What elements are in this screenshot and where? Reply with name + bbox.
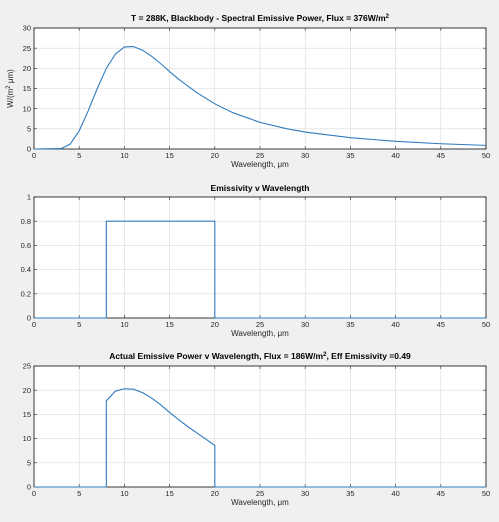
y-tick-label: 5 — [27, 124, 31, 133]
x-tick-label: 20 — [211, 151, 219, 160]
x-tick-label: 5 — [77, 320, 81, 329]
x-tick-label: 20 — [211, 320, 219, 329]
x-tick-label: 50 — [482, 320, 490, 329]
y-tick-label: 0 — [27, 483, 31, 492]
x-tick-label: 30 — [301, 151, 309, 160]
x-tick-label: 40 — [391, 320, 399, 329]
y-tick-label: 25 — [23, 362, 31, 371]
y-tick-label: 25 — [23, 44, 31, 53]
y-tick-label: 30 — [23, 24, 31, 33]
chart-title: T = 288K, Blackbody - Spectral Emissive … — [131, 13, 390, 23]
chart-title: Emissivity v Wavelength — [211, 183, 310, 193]
y-tick-label: 20 — [23, 386, 31, 395]
x-tick-label: 50 — [482, 151, 490, 160]
y-tick-label: 1 — [27, 193, 31, 202]
x-tick-label: 15 — [165, 489, 173, 498]
series-line-1 — [33, 45, 487, 150]
x-axis-label: Wavelength, μm — [231, 160, 289, 169]
y-axis-label-tail: μm) — [6, 69, 15, 85]
y-tick-label: 0.4 — [21, 265, 31, 274]
y-tick-label: 0.2 — [21, 289, 31, 298]
x-tick-label: 40 — [391, 489, 399, 498]
x-tick-label: 45 — [437, 489, 445, 498]
x-tick-label: 25 — [256, 489, 264, 498]
y-tick-label: 5 — [27, 458, 31, 467]
x-tick-label: 25 — [256, 320, 264, 329]
y-axis-label-superscript: 2 — [6, 85, 12, 89]
y-tick-label: 0.6 — [21, 241, 31, 250]
x-tick-label: 5 — [77, 151, 81, 160]
y-tick-label: 0 — [27, 145, 31, 154]
x-tick-label: 35 — [346, 489, 354, 498]
x-tick-label: 50 — [482, 489, 490, 498]
x-tick-label: 10 — [120, 489, 128, 498]
x-axis-label: Wavelength, μm — [231, 329, 289, 338]
x-tick-label: 35 — [346, 320, 354, 329]
x-tick-label: 10 — [120, 151, 128, 160]
chart-title-text: T = 288K, Blackbody - Spectral Emissive … — [131, 13, 386, 23]
x-tick-label: 40 — [391, 151, 399, 160]
series-line-1 — [34, 388, 486, 488]
y-tick-label: 20 — [23, 64, 31, 73]
x-tick-label: 5 — [77, 489, 81, 498]
y-tick-label: 15 — [23, 84, 31, 93]
x-axis-label: Wavelength, μm — [231, 498, 289, 507]
x-tick-label: 45 — [437, 151, 445, 160]
x-tick-label: 10 — [120, 320, 128, 329]
x-tick-label: 15 — [165, 320, 173, 329]
y-tick-label: 10 — [23, 104, 31, 113]
x-tick-label: 0 — [32, 489, 36, 498]
x-tick-label: 35 — [346, 151, 354, 160]
series-line-1 — [34, 220, 486, 319]
x-tick-label: 45 — [437, 320, 445, 329]
chart-title: Actual Emissive Power v Wavelength, Flux… — [109, 351, 411, 361]
subplot-1: 0 5 10 15 20 25 30 35 40 45 50 0 5 10 15 20 25 30 T = 288K… — [6, 13, 490, 169]
y-tick-label: 0.8 — [21, 217, 31, 226]
x-tick-label: 30 — [301, 489, 309, 498]
x-tick-label: 15 — [165, 151, 173, 160]
chart-title-text: Actual Emissive Power v Wavelength, Flux… — [109, 351, 323, 361]
x-tick-label: 25 — [256, 151, 264, 160]
y-tick-label: 0 — [27, 314, 31, 323]
y-axis-label: W/(m2 μm) — [6, 69, 15, 108]
chart-title-superscript: 2 — [386, 14, 390, 20]
x-tick-label: 0 — [32, 320, 36, 329]
subplot-2: 0 5 10 15 20 25 30 35 40 45 50 0 0.2 0.4 0.6 0.8 1 Emissi… — [21, 183, 491, 338]
y-tick-label: 15 — [23, 410, 31, 419]
y-tick-label: 10 — [23, 434, 31, 443]
chart-title-text: Emissivity v Wavelength — [211, 183, 310, 193]
x-tick-label: 0 — [32, 151, 36, 160]
x-tick-label: 20 — [211, 489, 219, 498]
chart-title-tail: , Eff Emissivity =0.49 — [326, 351, 411, 361]
x-tick-label: 30 — [301, 320, 309, 329]
y-axis-label-text: W/(m — [6, 88, 15, 107]
chart-title-superscript: 2 — [323, 352, 327, 358]
subplot-3: 0 5 10 15 20 25 30 35 40 45 50 0 5 10 15 20 25 Actual Emi… — [23, 351, 491, 507]
